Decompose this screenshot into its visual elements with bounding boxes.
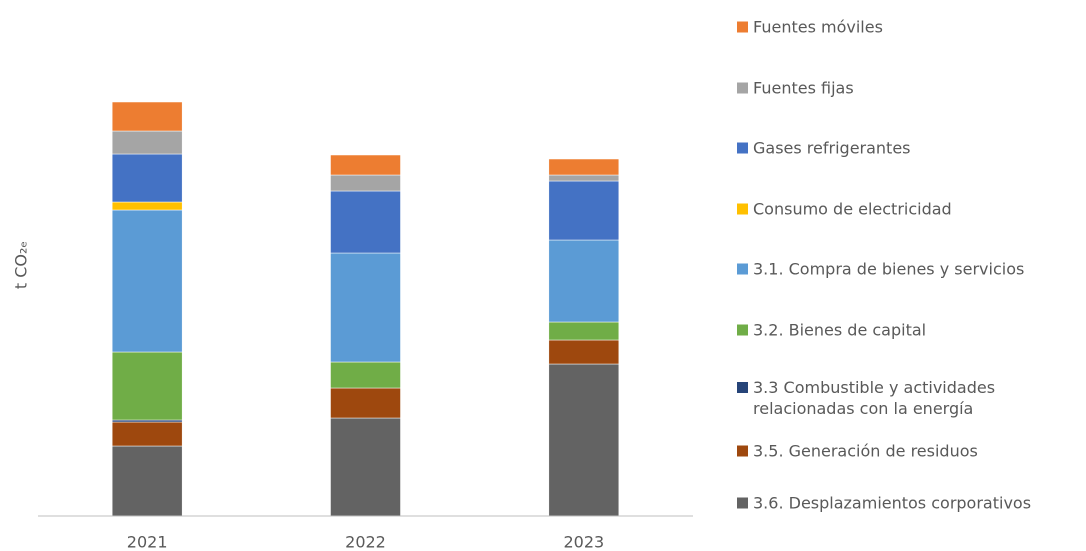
legend-swatch [737,21,748,33]
bar-segment [548,339,620,365]
bar-segment [330,190,401,254]
bar-segment [548,239,620,323]
x-tick-label: 2022 [345,533,386,551]
bar-segment [548,174,620,182]
bar-segment [111,421,183,447]
bar-segment [330,252,401,363]
bar-segment [111,130,183,155]
legend-label: 3.3 Combustible y actividades relacionad… [753,378,996,418]
x-tick-label: 2023 [563,533,604,551]
legend-item: 3.5. Generación de residuos [737,440,1082,461]
bar-segment [548,321,620,341]
x-tick-label: 2021 [127,533,168,551]
legend-item: 3.6. Desplazamientos corporativos [737,493,1082,514]
legend-swatch [737,142,748,154]
legend-label: Consumo de electricidad [753,199,952,218]
bar-segment [330,174,401,192]
bar-segment [548,158,620,176]
bar-segment [330,154,401,176]
legend-label: Gases refrigerantes [753,138,911,158]
legend-label: 3.2. Bienes de capital [753,320,927,339]
bar-segment [111,445,183,517]
bar-segment [111,419,183,423]
legend-item: Fuentes fijas [737,77,1082,98]
legend-swatch [737,445,748,456]
legend-label: 3.6. Desplazamientos corporativos [753,493,1032,513]
legend-label: Fuentes fijas [753,78,854,97]
legend-label: 3.1. Compra de bienes y servicios [753,259,1025,279]
bar-segment [111,209,183,353]
bar-segment [330,361,401,389]
y-axis-label: t CO₂ₑ [12,241,31,289]
bar-segment [111,101,183,132]
legend-item: Consumo de electricidad [737,198,1082,219]
bar-segment [548,363,620,517]
legend-label: 3.5. Generación de residuos [753,441,978,460]
legend-swatch [737,203,748,214]
bar-segment [330,417,401,517]
legend-item: 3.3 Combustible y actividades relacionad… [737,377,1082,419]
legend-swatch [737,263,748,275]
legend-swatch [737,382,748,393]
legend-item: Gases refrigerantes [737,138,1082,159]
legend-item: 3.1. Compra de bienes y servicios [737,259,1082,280]
bar-segment [548,180,620,241]
legend-swatch [737,497,748,509]
bar-segment [111,201,183,211]
bar-segment [111,153,183,203]
legend-label: Fuentes móviles [753,17,883,37]
bar-segment [111,351,183,421]
legend-item: Fuentes móviles [737,17,1082,38]
legend-swatch [737,82,748,93]
legend-item: 3.2. Bienes de capital [737,319,1082,340]
legend-swatch [737,324,748,335]
bar-segment [330,387,401,419]
